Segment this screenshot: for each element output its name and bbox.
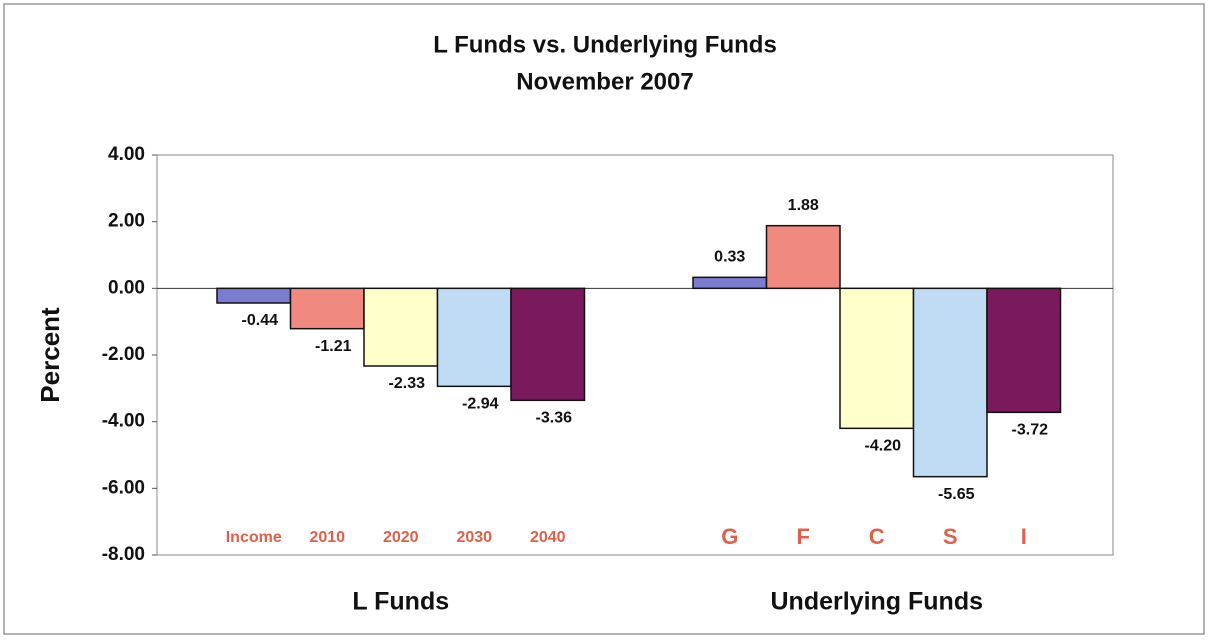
data-label: -4.20: [865, 438, 902, 455]
group-label: L Funds: [352, 588, 449, 616]
y-axis-label: Percent: [35, 307, 65, 403]
x-tick-label: 2040: [530, 529, 566, 546]
bar: [765, 224, 841, 290]
x-tick-label: Income: [226, 529, 282, 546]
chart-title: L Funds vs. Underlying Funds: [433, 31, 777, 58]
data-label: 0.33: [714, 249, 745, 266]
chart-subtitle: November 2007: [516, 68, 693, 95]
data-label: -5.65: [938, 486, 975, 503]
x-tick-label: C: [869, 524, 885, 549]
bar: [289, 287, 365, 330]
data-label: -3.72: [1012, 422, 1049, 439]
bar: [986, 287, 1062, 414]
bar: [363, 287, 439, 367]
x-tick-label: S: [943, 524, 958, 549]
y-tick-label: 4.00: [108, 144, 145, 165]
data-label: 1.88: [788, 197, 819, 214]
bar: [692, 276, 768, 290]
data-label: -1.21: [315, 338, 352, 355]
x-tick-label: G: [721, 524, 738, 549]
y-tick-label: -4.00: [102, 411, 145, 432]
x-tick-label: 2010: [309, 529, 345, 546]
x-tick-label: 2030: [456, 529, 492, 546]
bar: [912, 287, 988, 478]
bar: [216, 287, 292, 304]
x-tick-label: I: [1021, 524, 1027, 549]
data-label: -3.36: [536, 410, 573, 427]
data-label: -0.44: [242, 312, 279, 329]
y-tick-label: 0.00: [108, 277, 145, 298]
y-tick-label: 2.00: [108, 211, 145, 232]
y-tick-label: -2.00: [102, 344, 145, 365]
bar: [510, 287, 586, 402]
y-tick-label: -8.00: [102, 544, 145, 565]
group-label: Underlying Funds: [771, 588, 984, 616]
y-tick-label: -6.00: [102, 477, 145, 498]
x-tick-label: F: [797, 524, 810, 549]
bar: [436, 287, 512, 388]
data-label: -2.33: [389, 375, 426, 392]
bar: [839, 287, 915, 430]
x-tick-label: 2020: [383, 529, 419, 546]
data-label: -2.94: [462, 396, 499, 413]
